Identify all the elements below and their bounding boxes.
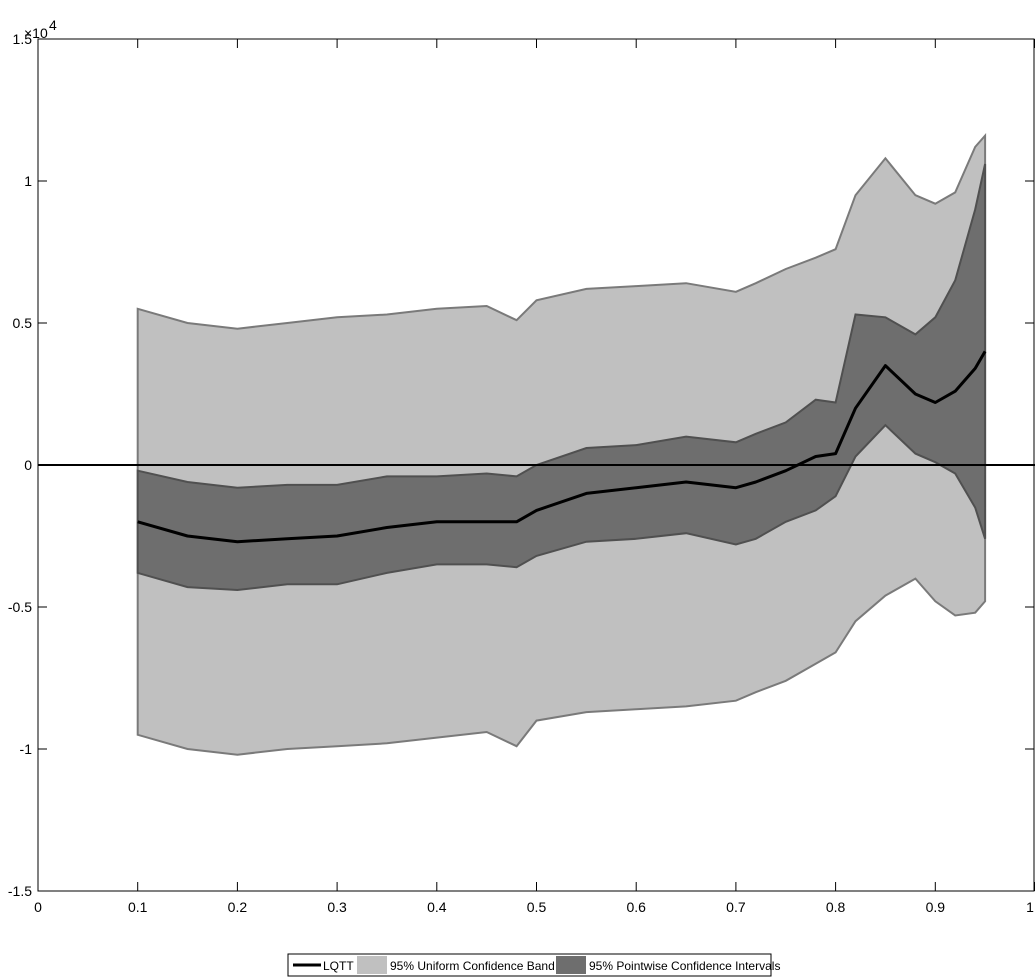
- y-tick-label: -1.5: [8, 883, 32, 899]
- uniform-confidence-band: [136, 132, 987, 756]
- lqtt-line: [137, 350, 987, 544]
- x-tick-label: 0: [34, 899, 42, 915]
- x-axis: 0 0.1 0.2 0.3 0.4 0.5 0.6 0.7 0.8 0.9 1: [34, 39, 1035, 915]
- legend-label-pointwise: 95% Pointwise Confidence Intervals: [589, 959, 780, 973]
- y-tick-label: 0: [24, 457, 32, 473]
- legend-label-uniform: 95% Uniform Confidence Band: [390, 959, 555, 973]
- plot-area: [38, 132, 1035, 756]
- legend-swatch-uniform: [357, 956, 387, 974]
- y-tick-label: -0.5: [8, 599, 32, 615]
- x-tick-label: 0.8: [826, 899, 846, 915]
- x-tick-label: 0.1: [128, 899, 148, 915]
- y-tick-label: 1.5: [13, 31, 33, 47]
- y-exponent-power: 4: [49, 17, 57, 33]
- x-tick-label: 0.4: [427, 899, 447, 915]
- y-exponent-label: ×10: [24, 25, 48, 41]
- legend-box: [287, 953, 772, 977]
- x-tick-label: 0.6: [626, 899, 646, 915]
- x-tick-label: 1: [1026, 899, 1034, 915]
- x-tick-label: 0.5: [527, 899, 547, 915]
- y-tick-label: 1: [24, 173, 32, 189]
- pointwise-confidence-intervals: [136, 163, 987, 592]
- legend: LQTT 95% Uniform Confidence Band 95% Poi…: [287, 953, 780, 977]
- y-axis: -1.5 -1 -0.5 0 0.5 1 1.5: [8, 31, 1034, 899]
- legend-label-lqtt: LQTT: [323, 959, 354, 973]
- x-tick-label: 0.2: [228, 899, 248, 915]
- y-tick-label: -1: [20, 741, 33, 757]
- x-tick-label: 0.9: [926, 899, 946, 915]
- x-tick-label: 0.7: [726, 899, 746, 915]
- legend-swatch-pointwise: [556, 956, 586, 974]
- x-tick-label: 0.3: [327, 899, 347, 915]
- y-tick-label: 0.5: [13, 315, 33, 331]
